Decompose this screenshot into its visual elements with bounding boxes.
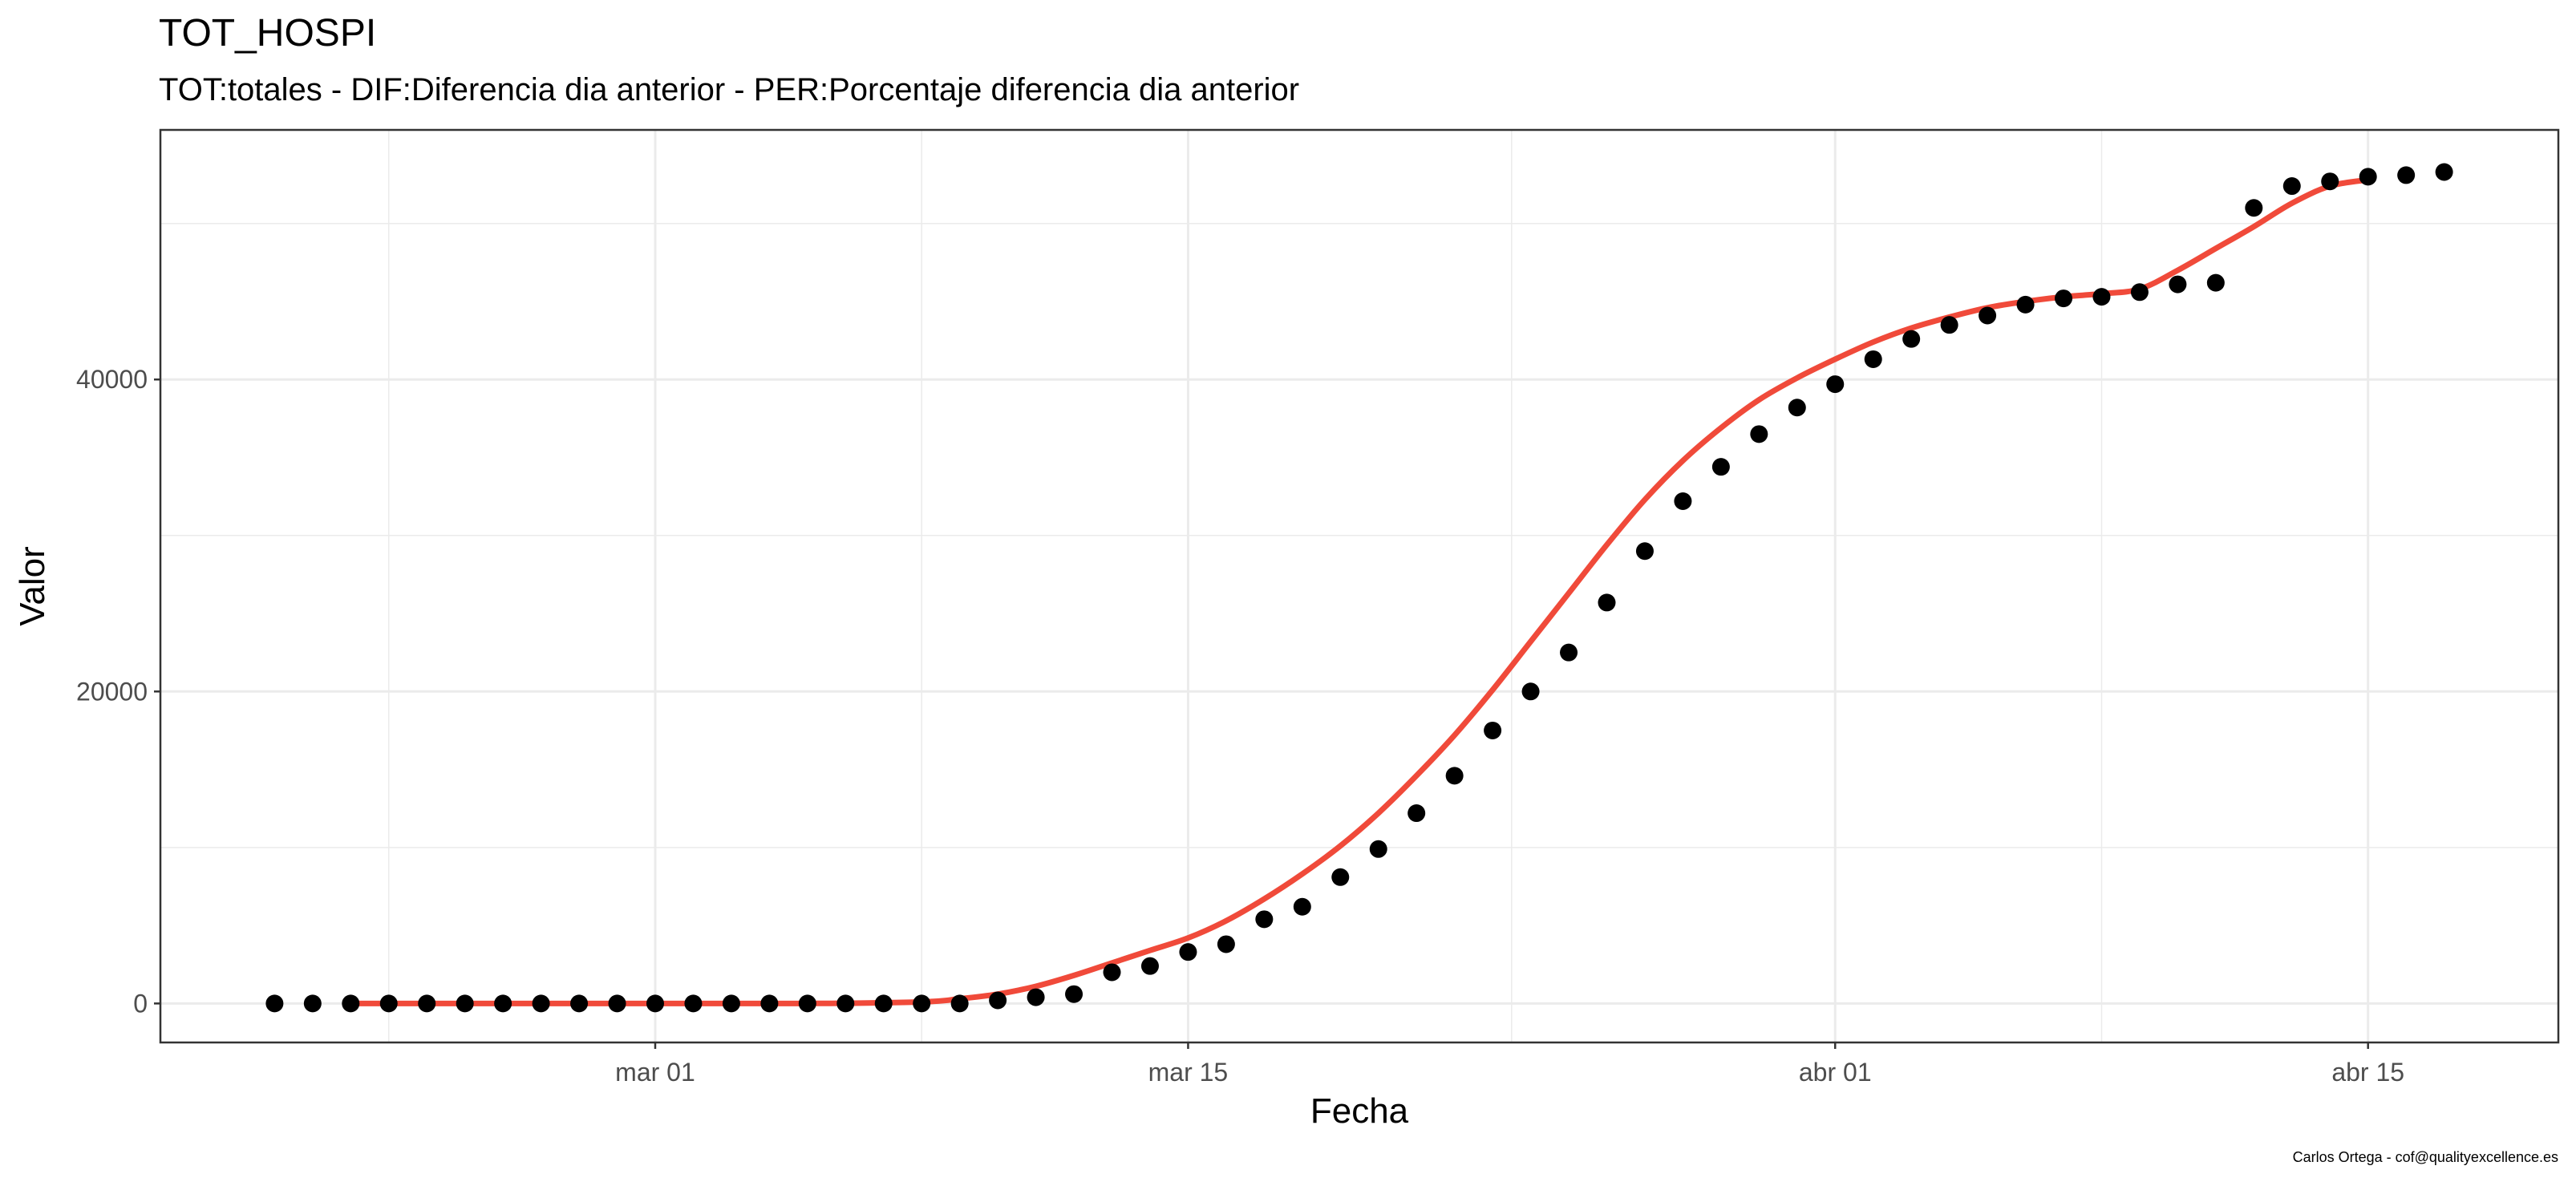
- data-point: [1940, 316, 1958, 334]
- data-point: [570, 994, 589, 1013]
- data-point: [608, 994, 626, 1013]
- data-point: [798, 994, 816, 1013]
- data-point: [989, 991, 1007, 1010]
- caption: Carlos Ortega - cof@qualityexcellence.es: [2292, 1149, 2558, 1165]
- x-tick-label: abr 01: [1799, 1058, 1872, 1087]
- data-point: [1179, 943, 1197, 961]
- data-point: [265, 994, 284, 1013]
- data-point: [646, 994, 664, 1013]
- y-axis: 0 20000 40000: [76, 365, 160, 1018]
- data-point: [760, 994, 779, 1013]
- data-point: [1217, 935, 1235, 953]
- data-point: [2130, 283, 2149, 302]
- data-point: [1445, 767, 1464, 785]
- data-point: [342, 994, 360, 1013]
- data-point: [1255, 910, 1274, 929]
- y-tick-label: 40000: [76, 365, 148, 394]
- data-point: [1027, 988, 1045, 1006]
- data-point: [1711, 458, 1730, 476]
- data-point: [1484, 721, 1502, 739]
- data-point: [1293, 897, 1311, 916]
- data-point: [1674, 492, 1692, 510]
- chart-title: TOT_HOSPI: [159, 12, 377, 55]
- data-point: [1902, 330, 1921, 348]
- grid: [160, 130, 2558, 1042]
- data-point: [1864, 350, 1882, 368]
- data-point: [303, 994, 322, 1013]
- x-tick-label: mar 15: [1148, 1058, 1229, 1087]
- data-point: [2016, 295, 2035, 314]
- data-point: [1598, 593, 1616, 612]
- data-point: [1979, 306, 1997, 325]
- data-point: [532, 994, 550, 1013]
- smooth-layer: [347, 176, 2371, 1007]
- chart-subtitle: TOT:totales - DIF:Diferencia dia anterio…: [159, 72, 1300, 107]
- data-point: [379, 994, 398, 1013]
- data-point: [874, 994, 893, 1013]
- data-point: [456, 994, 474, 1013]
- data-point: [2397, 166, 2416, 184]
- data-point: [1331, 868, 1350, 886]
- data-point: [1750, 425, 1768, 443]
- y-tick-label: 20000: [76, 677, 148, 706]
- data-point: [1369, 840, 1387, 858]
- data-point: [2055, 289, 2073, 308]
- x-axis-title: Fecha: [1310, 1091, 1409, 1131]
- data-point: [2359, 168, 2377, 186]
- data-point: [1407, 804, 1426, 823]
- x-axis: mar 01 mar 15 abr 01 abr 15: [615, 1042, 2404, 1087]
- panel-border: [159, 128, 2560, 1044]
- data-point: [950, 994, 969, 1013]
- data-point: [494, 994, 512, 1013]
- data-point: [913, 994, 931, 1013]
- y-tick-label: 0: [133, 989, 148, 1018]
- data-point: [2321, 172, 2339, 191]
- data-point: [1521, 682, 1540, 701]
- smooth-line: [347, 176, 2371, 1007]
- data-point: [2169, 275, 2187, 293]
- points-layer: [265, 163, 2453, 1013]
- x-tick-label: mar 01: [615, 1058, 695, 1087]
- data-point: [1635, 542, 1654, 561]
- data-point: [418, 994, 436, 1013]
- data-point: [722, 994, 740, 1013]
- data-point: [2092, 288, 2111, 306]
- data-point: [1826, 375, 1845, 394]
- data-point: [2245, 199, 2263, 217]
- data-point: [1560, 643, 1578, 662]
- data-point: [1103, 963, 1121, 982]
- data-point: [2282, 177, 2301, 196]
- data-point: [836, 994, 855, 1013]
- data-point: [1140, 957, 1159, 975]
- data-point: [2435, 163, 2453, 181]
- data-point: [1788, 399, 1806, 417]
- y-axis-title: Valor: [13, 546, 52, 625]
- data-point: [2206, 273, 2225, 292]
- x-tick-label: abr 15: [2331, 1058, 2404, 1087]
- data-point: [1065, 985, 1083, 1003]
- data-point: [684, 994, 703, 1013]
